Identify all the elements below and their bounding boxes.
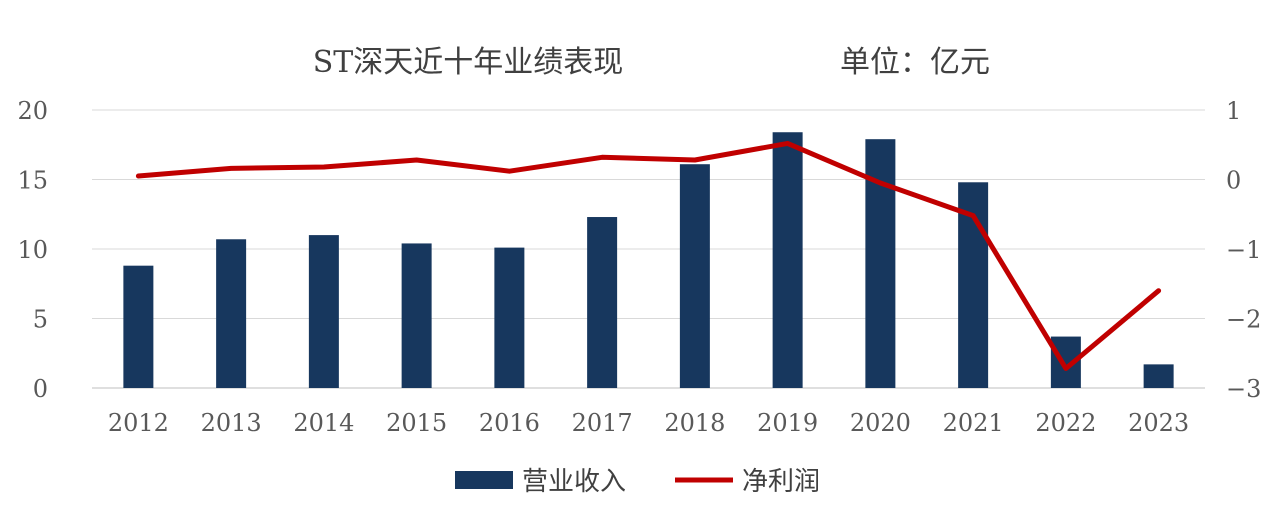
x-tick-label: 2012 [108,409,169,437]
chart-title: ST深天近十年业绩表现 [313,45,624,80]
left-axis-ticks: 0 5 10 15 20 [17,97,48,403]
x-tick-label: 2016 [479,409,540,437]
revenue-bar-2016 [494,247,525,388]
x-tick-label: 2017 [572,409,633,437]
legend: 营业收入 净利润 [455,467,820,497]
legend-label-net-profit: 净利润 [742,467,820,497]
x-tick-label: 2014 [293,409,354,437]
left-tick-label: 0 [33,375,48,403]
x-tick-label: 2020 [850,409,911,437]
right-tick-label: −3 [1226,375,1261,403]
net-profit-line-group [135,140,1162,371]
legend-label-revenue: 营业收入 [522,467,626,497]
left-tick-label: 5 [33,306,48,334]
right-tick-label: 1 [1226,97,1241,125]
x-tick-label: 2022 [1035,409,1096,437]
revenue-bar-2017 [587,217,618,388]
revenue-bar-2014 [308,235,339,388]
revenue-bar-2012 [123,265,154,388]
gridlines [92,109,1205,389]
revenue-bar-2015 [401,243,432,388]
x-tick-label: 2015 [386,409,447,437]
x-tick-label: 2013 [201,409,262,437]
right-tick-label: −2 [1226,306,1261,334]
revenue-bar-2013 [216,239,247,388]
right-tick-label: 0 [1226,167,1241,195]
net-profit-line [135,140,1162,371]
right-tick-label: −1 [1226,236,1261,264]
left-tick-label: 10 [17,236,48,264]
legend-swatch-revenue [455,471,513,489]
revenue-bar-2019 [772,132,803,388]
x-tick-label: 2018 [664,409,725,437]
left-tick-label: 15 [17,167,48,195]
left-tick-label: 20 [17,97,48,125]
right-axis-ticks: −3 −2 −1 0 1 [1226,97,1261,403]
revenue-bar-2018 [679,164,710,388]
x-axis-ticks: 2012 2013 2014 2015 2016 2017 2018 2019 2020 2021… [108,409,1189,437]
chart-unit-label: 单位：亿元 [840,45,990,80]
revenue-bars [123,132,1174,388]
x-tick-label: 2021 [943,409,1004,437]
revenue-bar-2023 [1143,364,1174,388]
x-tick-label: 2019 [757,409,818,437]
x-tick-label: 2023 [1128,409,1189,437]
